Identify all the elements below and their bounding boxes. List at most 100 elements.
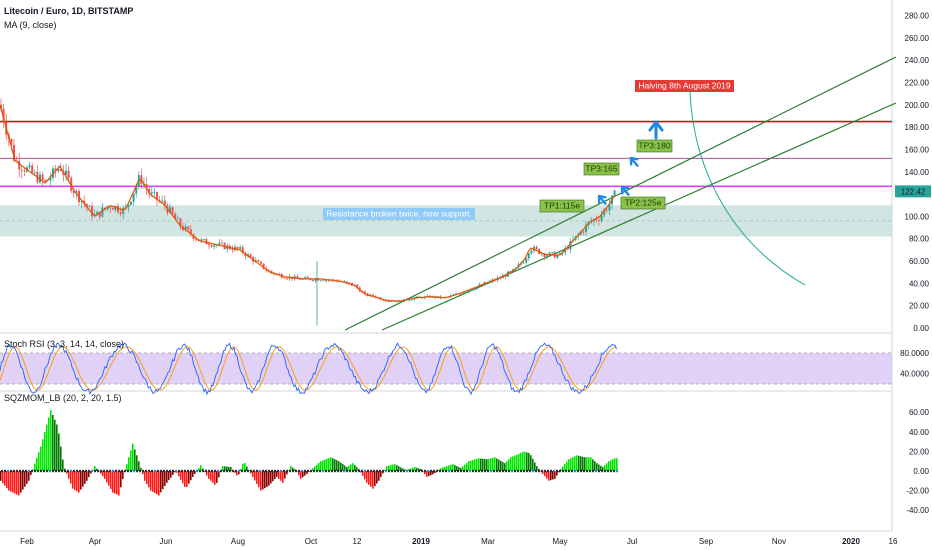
squeeze-dot (616, 469, 618, 473)
momentum-bar (214, 471, 216, 485)
price-tick-label: 20.00 (909, 302, 930, 311)
squeeze-dot (493, 469, 495, 473)
momentum-bar (132, 443, 134, 471)
momentum-bar (166, 471, 168, 483)
momentum-bar (300, 471, 302, 479)
momentum-bar (570, 458, 572, 471)
momentum-bar (24, 471, 26, 487)
candle-body (44, 179, 47, 181)
candle-body (72, 190, 75, 193)
squeeze-dot (226, 469, 228, 473)
squeeze-dot (109, 469, 111, 473)
squeeze-dot (22, 469, 24, 473)
squeeze-dot (382, 469, 384, 473)
candle-body (83, 200, 86, 204)
momentum-bar (380, 471, 382, 478)
squeeze-dot (169, 469, 171, 473)
momentum-bar (38, 452, 40, 471)
momentum-bar (316, 464, 318, 471)
squeeze-dot (433, 469, 435, 473)
momentum-bar (180, 471, 182, 480)
momentum-bar (364, 471, 366, 480)
squeeze-dot (82, 469, 84, 473)
candle-body (527, 253, 530, 259)
candle-body (111, 207, 114, 210)
squeeze-dot (253, 469, 255, 473)
squeeze-dot (202, 469, 204, 473)
momentum-bar (414, 467, 416, 471)
momentum-bar (184, 471, 186, 487)
squeeze-dot (547, 469, 549, 473)
momentum-bar (536, 466, 538, 471)
candle-body (426, 295, 429, 297)
squeeze-dot (298, 469, 300, 473)
candle-body (540, 253, 543, 255)
squeeze-dot (61, 469, 63, 473)
candle-body (585, 224, 587, 233)
candle-body (257, 260, 260, 262)
candle-body (569, 240, 572, 250)
candle-body (65, 170, 67, 175)
momentum-bar (314, 466, 316, 471)
candle-body (600, 215, 603, 221)
squeeze-dot (283, 469, 285, 473)
candle-body (75, 191, 78, 193)
candle-body (296, 276, 299, 279)
squeeze-dot (187, 469, 189, 473)
momentum-bar (200, 465, 202, 471)
candle-body (548, 252, 551, 256)
momentum-bar (616, 458, 618, 471)
momentum-bar (278, 471, 280, 479)
squeeze-dot (349, 469, 351, 473)
momentum-bar (204, 471, 206, 472)
candle-body (109, 207, 112, 208)
squeeze-dot (190, 469, 192, 473)
candle-body (200, 239, 203, 242)
momentum-bar (138, 461, 140, 471)
price-tick-label: 80.00 (909, 235, 930, 244)
momentum-bar (394, 464, 396, 471)
squeeze-dot (595, 469, 597, 473)
candle-body (603, 209, 606, 216)
candle-body (348, 282, 351, 284)
momentum-bar (44, 431, 46, 471)
momentum-bar (548, 471, 550, 481)
candle-body (262, 263, 265, 269)
momentum-bar (342, 464, 344, 471)
squeeze-dot (94, 469, 96, 473)
momentum-bar (96, 468, 98, 471)
momentum-bar (72, 471, 74, 489)
time-tick-label: 2020 (842, 537, 860, 546)
momentum-bar (424, 471, 426, 475)
candle-body (33, 171, 36, 173)
candle-body (46, 180, 49, 182)
momentum-bar (562, 466, 564, 471)
time-tick-label: Oct (305, 537, 318, 546)
squeeze-dot (517, 469, 519, 473)
momentum-bar (160, 471, 162, 493)
momentum-bar (94, 466, 96, 471)
squeeze-dot (52, 469, 54, 473)
momentum-bar (22, 471, 24, 490)
momentum-bar (396, 465, 398, 471)
candle-body (306, 277, 309, 279)
momentum-bar (596, 463, 598, 471)
squeeze-dot (421, 469, 423, 473)
momentum-bar (106, 471, 108, 483)
time-tick-label: May (552, 537, 567, 546)
target-arrow-small-shape (629, 156, 639, 167)
squeeze-dot (322, 469, 324, 473)
momentum-bar (122, 471, 124, 480)
momentum-bar (52, 415, 54, 471)
squeeze-dot (55, 469, 57, 473)
time-tick-label: Sep (699, 537, 714, 546)
candle-body (410, 299, 413, 301)
time-tick-label: Nov (772, 537, 786, 546)
momentum-bar (476, 458, 478, 471)
momentum-bar (236, 471, 238, 476)
momentum-bar (250, 471, 252, 474)
momentum-bar (268, 471, 270, 486)
squeeze-dot (91, 469, 93, 473)
momentum-bar (56, 424, 58, 471)
momentum-tick-label: 0.00 (913, 467, 929, 476)
